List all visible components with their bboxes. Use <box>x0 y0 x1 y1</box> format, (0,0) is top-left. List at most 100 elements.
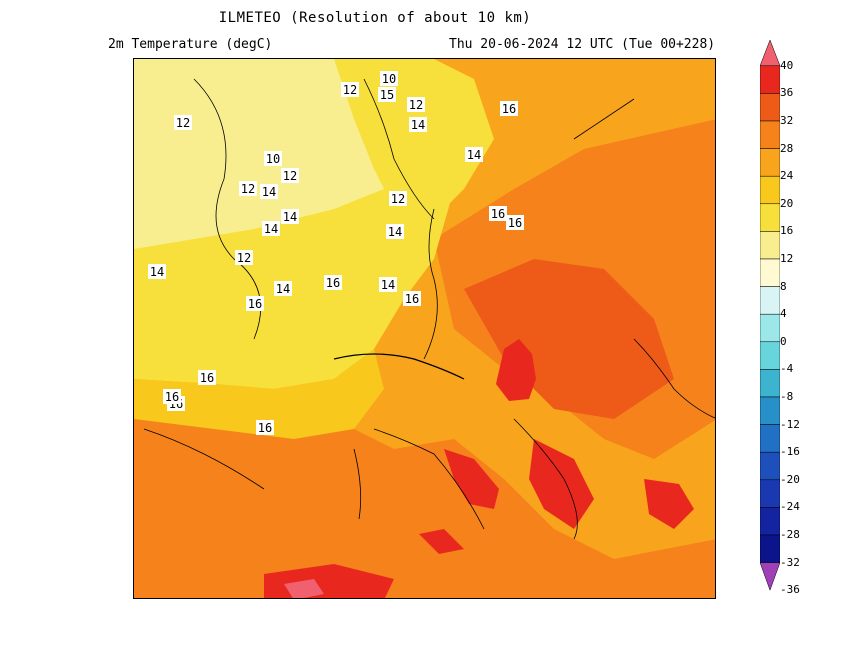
map-title: ILMETEO (Resolution of about 10 km) <box>218 10 532 26</box>
svg-text:15: 15 <box>380 88 394 102</box>
scale-label: -24 <box>780 500 800 514</box>
germany-contour <box>423 208 438 360</box>
contour-label: 16 <box>500 101 518 116</box>
greece-hot <box>529 439 594 529</box>
contour-label: 14 <box>262 221 280 236</box>
contour-label: 16 <box>163 389 181 404</box>
scale-swatch <box>760 65 780 94</box>
scale-swatch <box>760 120 780 149</box>
turkey-hot <box>644 479 694 529</box>
scale-label: 40 <box>780 58 794 72</box>
svg-text:14: 14 <box>276 282 290 296</box>
scale-bottom-arrow <box>760 562 780 591</box>
variable-label: 2m Temperature (degC) <box>108 37 273 52</box>
scale-label: 16 <box>780 224 794 238</box>
color-scale-bar <box>760 40 780 591</box>
norway-coast <box>363 78 435 220</box>
scale-label: 4 <box>780 307 787 321</box>
scale-swatch <box>760 341 780 370</box>
scale-swatch <box>760 93 780 122</box>
contour-label: 12 <box>407 97 425 112</box>
spain-contour <box>143 428 265 490</box>
contour-label: 12 <box>281 168 299 183</box>
contour-label: 16 <box>403 291 421 306</box>
scale-swatch <box>760 231 780 260</box>
scale-swatch <box>760 203 780 232</box>
valid-time-label: Thu 20-06-2024 12 UTC (Tue 00+228) <box>449 37 716 52</box>
scale-label: 0 <box>780 334 787 348</box>
contour-label: 12 <box>239 181 257 196</box>
scale-label: 20 <box>780 196 794 210</box>
svg-text:16: 16 <box>200 371 214 385</box>
contour-label: 15 <box>378 87 396 102</box>
contour-label: 12 <box>235 250 253 265</box>
africa-very-hot <box>284 579 324 598</box>
scale-label: -8 <box>780 390 794 403</box>
scale-label: -28 <box>780 528 800 541</box>
contour-label: 16 <box>324 275 342 290</box>
black-sea-coast <box>633 338 715 419</box>
balkan-coast <box>513 418 578 540</box>
italy-coast <box>373 428 485 530</box>
scale-label: 12 <box>780 252 794 265</box>
scale-swatch <box>760 451 780 481</box>
hungary-hotspot <box>496 339 536 401</box>
svg-text:16: 16 <box>258 421 272 435</box>
svg-text:14: 14 <box>467 148 481 162</box>
svg-text:12: 12 <box>241 182 255 196</box>
scale-label: -32 <box>780 555 800 569</box>
scale-swatch <box>760 424 780 453</box>
scale-label: 28 <box>780 141 794 155</box>
svg-text:10: 10 <box>266 152 280 166</box>
contour-labels: 1210151214161210121412121414121416141614… <box>148 71 524 435</box>
scale-label: -16 <box>780 445 800 459</box>
scale-swatch <box>760 396 780 425</box>
scale-label: -20 <box>780 472 800 486</box>
contour-label: 14 <box>281 209 299 224</box>
contour-label: 14 <box>260 184 278 199</box>
scale-label: -36 <box>780 583 800 597</box>
svg-text:16: 16 <box>502 102 516 116</box>
contour-label: 16 <box>506 215 524 230</box>
scale-label: 32 <box>780 114 794 127</box>
svg-text:16: 16 <box>491 207 505 221</box>
scale-swatch <box>760 148 780 177</box>
alps-contour <box>333 353 465 380</box>
scale-swatch <box>760 479 780 508</box>
scale-label: -4 <box>780 362 794 376</box>
contour-label: 12 <box>174 115 192 130</box>
svg-text:14: 14 <box>150 265 164 279</box>
scale-swatch <box>760 286 780 315</box>
contour-label: 16 <box>198 370 216 385</box>
british-coast <box>193 78 261 340</box>
temperature-map: 12 10 15 12 14 16 12 10 12 14 12 12 14 14 12 14 16 14 16 14… <box>133 58 716 599</box>
scale-label: 8 <box>780 279 787 293</box>
svg-text:12: 12 <box>176 116 190 130</box>
contour-label: 14 <box>465 147 483 162</box>
scale-label: -12 <box>780 417 800 431</box>
sardinia-coast <box>353 448 362 520</box>
svg-text:12: 12 <box>237 251 251 265</box>
svg-text:14: 14 <box>262 185 276 199</box>
svg-text:12: 12 <box>391 192 405 206</box>
contour-label: 14 <box>379 277 397 292</box>
svg-text:12: 12 <box>343 83 357 97</box>
france-transition <box>134 349 384 439</box>
svg-text:14: 14 <box>283 210 297 224</box>
svg-text:14: 14 <box>411 118 425 132</box>
contour-label: 16 <box>246 296 264 311</box>
contour-label: 12 <box>389 191 407 206</box>
contour-label: 14 <box>274 281 292 296</box>
scale-swatch <box>760 313 780 343</box>
scale-swatch <box>760 258 780 287</box>
svg-text:16: 16 <box>248 297 262 311</box>
sicily-hot <box>419 529 464 554</box>
svg-text:16: 16 <box>326 276 340 290</box>
svg-text:16: 16 <box>405 292 419 306</box>
svg-text:16: 16 <box>165 390 179 404</box>
scandinavia-zone <box>334 59 494 219</box>
baltic-coast <box>573 98 635 140</box>
scale-swatch <box>760 534 780 563</box>
contour-label: 14 <box>386 224 404 239</box>
scale-label: 24 <box>780 169 794 183</box>
